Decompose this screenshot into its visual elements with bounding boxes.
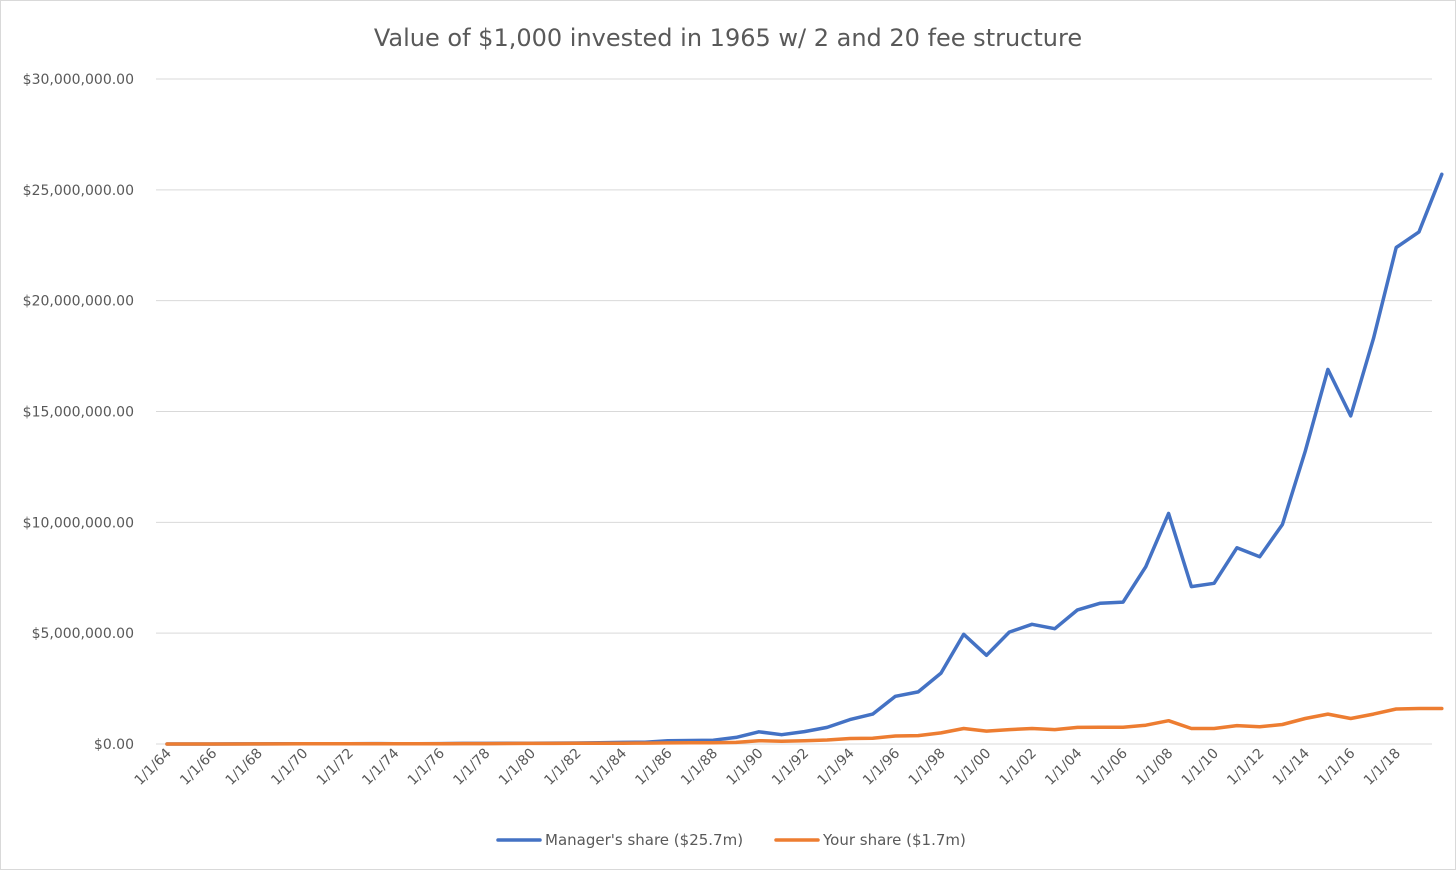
gridlines bbox=[156, 78, 1432, 745]
x-tick-label: 1/1/90 bbox=[724, 746, 767, 789]
x-tick-label: 1/1/64 bbox=[132, 745, 175, 788]
x-tick-label: 1/1/94 bbox=[815, 745, 858, 788]
x-tick-label: 1/1/10 bbox=[1179, 746, 1222, 789]
x-tick-label: 1/1/66 bbox=[177, 745, 220, 788]
x-tick-label: 1/1/18 bbox=[1361, 746, 1404, 789]
x-tick-label: 1/1/80 bbox=[496, 746, 539, 789]
x-tick-label: 1/1/98 bbox=[906, 746, 949, 789]
legend: Manager's share ($25.7m) Your share ($1.7… bbox=[496, 831, 966, 849]
legend-label: Your share ($1.7m) bbox=[822, 831, 966, 849]
x-tick-label: 1/1/76 bbox=[405, 745, 448, 788]
y-tick-label: $10,000,000.00 bbox=[23, 515, 134, 531]
x-tick-label: 1/1/96 bbox=[860, 745, 903, 788]
y-tick-label: $25,000,000.00 bbox=[23, 183, 134, 199]
y-axis-tick-labels: $0.00 $5,000,000.00 $10,000,000.00 $15,000,… bbox=[23, 72, 134, 753]
x-tick-label: 1/1/02 bbox=[997, 746, 1040, 789]
x-tick-label: 1/1/88 bbox=[678, 746, 721, 789]
x-axis-tick-labels: 1/1/64 1/1/66 1/1/68 1/1/70 1/1/72 1/1/74 1/1/… bbox=[132, 745, 1404, 788]
x-tick-label: 1/1/08 bbox=[1133, 746, 1176, 789]
x-tick-label: 1/1/86 bbox=[632, 745, 675, 788]
x-tick-label: 1/1/12 bbox=[1224, 746, 1267, 789]
series-line-managers-share bbox=[165, 172, 1444, 746]
x-tick-label: 1/1/04 bbox=[1042, 745, 1085, 788]
x-tick-label: 1/1/74 bbox=[359, 745, 402, 788]
x-tick-label: 1/1/00 bbox=[951, 746, 994, 789]
x-tick-label: 1/1/82 bbox=[541, 746, 584, 789]
x-tick-label: 1/1/84 bbox=[587, 745, 630, 788]
y-tick-label: $0.00 bbox=[94, 737, 134, 753]
x-tick-label: 1/1/06 bbox=[1088, 745, 1131, 788]
chart-title: Value of $1,000 invested in 1965 w/ 2 an… bbox=[374, 24, 1082, 52]
y-tick-label: $15,000,000.00 bbox=[23, 405, 134, 421]
x-tick-label: 1/1/68 bbox=[223, 746, 266, 789]
x-tick-label: 1/1/78 bbox=[450, 746, 493, 789]
series-line-your-share bbox=[165, 706, 1444, 746]
x-tick-label: 1/1/14 bbox=[1270, 745, 1313, 788]
y-tick-label: $20,000,000.00 bbox=[23, 294, 134, 310]
x-tick-label: 1/1/16 bbox=[1315, 745, 1358, 788]
y-tick-label: $30,000,000.00 bbox=[23, 72, 134, 88]
legend-label: Manager's share ($25.7m) bbox=[545, 831, 743, 849]
y-tick-label: $5,000,000.00 bbox=[32, 626, 134, 642]
x-tick-label: 1/1/72 bbox=[314, 746, 357, 789]
series-lines bbox=[165, 172, 1444, 746]
x-tick-label: 1/1/70 bbox=[268, 746, 311, 789]
x-tick-label: 1/1/92 bbox=[769, 746, 812, 789]
